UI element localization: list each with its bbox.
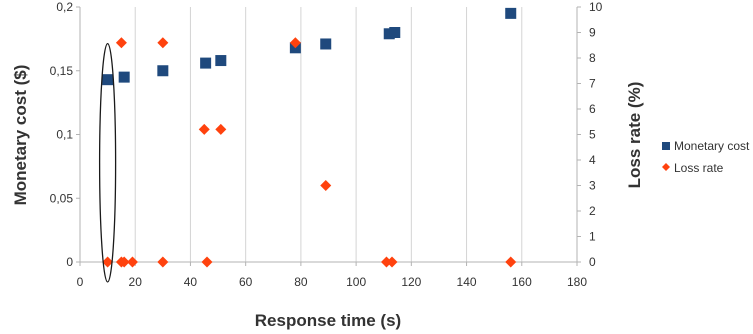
point-loss-rate — [505, 256, 517, 268]
legend-label-monetary-cost: Monetary cost — [674, 139, 750, 153]
y2-tick-label: 7 — [589, 77, 596, 91]
point-loss-rate — [380, 256, 392, 268]
annotations — [98, 42, 117, 283]
point-loss-rate — [157, 37, 169, 49]
y-tick-label: 0,05 — [50, 191, 74, 205]
point-monetary-cost — [157, 65, 169, 77]
x-axis-title: Response time (s) — [255, 311, 401, 330]
y2-tick-label: 5 — [589, 128, 596, 142]
x-tick-label: 140 — [457, 275, 477, 289]
x-tick-label: 40 — [184, 275, 198, 289]
point-monetary-cost — [102, 74, 114, 86]
point-loss-rate — [115, 37, 127, 49]
point-monetary-cost — [320, 38, 332, 50]
point-loss-rate — [126, 256, 138, 268]
point-monetary-cost — [505, 7, 517, 19]
y2-tick-label: 1 — [589, 230, 596, 244]
legend-label-loss-rate: Loss rate — [674, 161, 724, 175]
x-axis-ticks: 0 20 40 60 80 100 120 140 160 180 — [77, 262, 587, 289]
y2-axis-ticks: 0 1 2 3 4 5 6 7 8 9 10 — [577, 0, 603, 269]
y2-tick-label: 9 — [589, 26, 596, 40]
y-axis-title: Monetary cost ($) — [11, 65, 30, 206]
point-monetary-cost — [118, 71, 130, 83]
x-tick-label: 0 — [77, 275, 84, 289]
y-tick-label: 0,2 — [56, 0, 73, 14]
point-loss-rate — [215, 123, 227, 135]
y2-axis-title: Loss rate (%) — [625, 82, 644, 189]
data-points — [102, 7, 517, 268]
point-loss-rate — [102, 256, 114, 268]
y2-tick-label: 8 — [589, 51, 596, 65]
point-loss-rate — [157, 256, 169, 268]
x-tick-label: 120 — [401, 275, 421, 289]
legend: Monetary cost Loss rate — [662, 139, 750, 175]
y2-tick-label: 3 — [589, 179, 596, 193]
point-loss-rate — [198, 123, 210, 135]
point-loss-rate — [320, 180, 332, 191]
x-tick-label: 160 — [512, 275, 532, 289]
highlight-ellipse — [98, 42, 117, 283]
point-loss-rate — [118, 256, 130, 268]
point-loss-rate — [289, 37, 301, 49]
x-tick-label: 60 — [239, 275, 253, 289]
y-tick-label: 0,15 — [50, 64, 74, 78]
y-axis-ticks: 0 0,05 0,1 0,15 0,2 — [50, 0, 80, 269]
point-monetary-cost — [383, 28, 395, 40]
y2-tick-label: 10 — [589, 0, 603, 14]
x-tick-label: 20 — [129, 275, 143, 289]
y2-tick-label: 6 — [589, 102, 596, 116]
point-monetary-cost — [389, 27, 401, 38]
y2-tick-label: 0 — [589, 255, 596, 269]
vertical-gridlines — [134, 7, 578, 262]
y2-tick-label: 2 — [589, 204, 596, 218]
x-tick-label: 180 — [567, 275, 587, 289]
y-tick-label: 0 — [66, 255, 73, 269]
point-loss-rate — [386, 256, 398, 268]
legend-marker-loss-rate — [662, 163, 670, 171]
point-monetary-cost — [200, 57, 212, 69]
legend-marker-monetary-cost — [662, 142, 670, 150]
x-tick-label: 80 — [294, 275, 308, 289]
y2-tick-label: 4 — [589, 153, 596, 167]
point-monetary-cost — [215, 55, 227, 67]
x-tick-label: 100 — [346, 275, 366, 289]
y-tick-label: 0,1 — [56, 128, 73, 142]
point-loss-rate — [201, 256, 213, 268]
